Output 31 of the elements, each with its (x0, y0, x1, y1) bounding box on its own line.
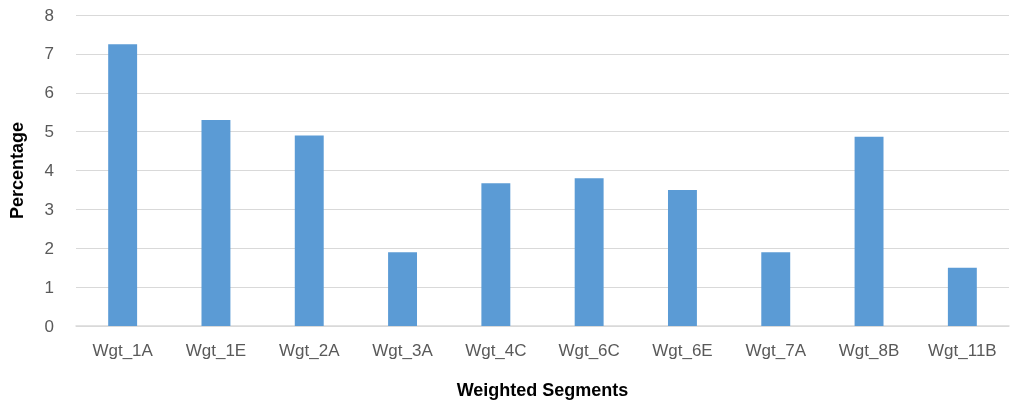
x-tick-label: Wgt_8B (838, 341, 900, 360)
x-tick-label: Wgt_2A (279, 341, 341, 360)
x-tick-label: Wgt_1E (185, 341, 247, 360)
x-tick-label: Wgt_1A (92, 341, 154, 360)
y-tick-label: 6 (44, 83, 54, 103)
bar (201, 119, 231, 326)
y-tick-label: 1 (44, 277, 54, 297)
bar (108, 44, 138, 326)
y-tick-label: 0 (44, 316, 54, 336)
y-axis-title: Percentage (7, 121, 27, 220)
x-tick-label: Wgt_7A (745, 341, 807, 360)
bar (854, 136, 884, 326)
x-tick-label: Wgt_4C (465, 341, 527, 360)
bar (481, 183, 511, 326)
x-axis-title: Weighted Segments (456, 380, 629, 400)
y-tick-label: 2 (44, 238, 54, 258)
bar (388, 252, 418, 326)
y-tick-label: 3 (44, 199, 54, 219)
bar (294, 135, 324, 326)
bar (667, 189, 697, 326)
bar (761, 252, 791, 326)
y-tick-label: 4 (44, 161, 54, 180)
y-tick-label: 8 (44, 5, 54, 25)
y-tick-label: 7 (44, 44, 54, 64)
x-tick-label: Wgt_6E (652, 341, 713, 360)
y-tick-label: 5 (44, 122, 54, 142)
bar (947, 267, 977, 326)
x-tick-label: Wgt_6C (558, 341, 620, 360)
bar (574, 178, 604, 326)
x-tick-label: Wgt_3A (372, 341, 434, 360)
x-tick-label: Wgt_11B (928, 341, 997, 360)
